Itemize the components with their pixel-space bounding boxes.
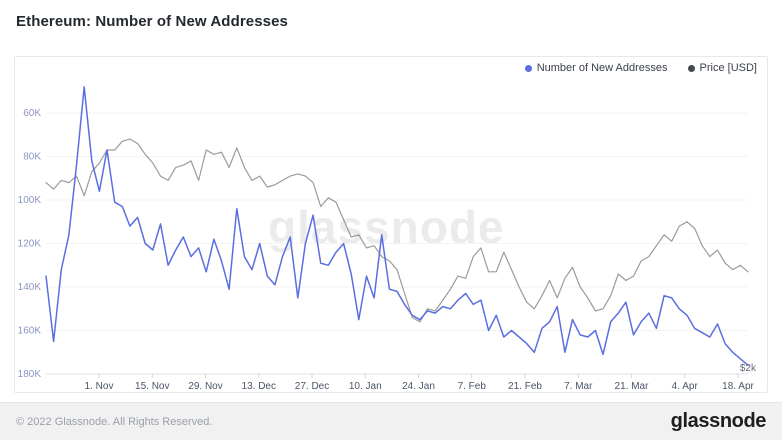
footer: © 2022 Glassnode. All Rights Reserved. g… [0,402,782,440]
x-axis-tick-label: 13. Dec [242,381,276,392]
series-line-new-addresses [45,86,749,367]
x-axis-tick-label: 4. Apr [672,381,699,392]
gridlines [46,112,748,375]
chart-card: Number of New Addresses Price [USD] glas… [14,56,768,393]
x-axis-tick-label: 21. Feb [508,381,542,392]
legend-item-price[interactable]: Price [USD] [687,62,757,74]
x-axis-tick-label: 21. Mar [615,381,650,392]
watermark: glassnode [268,201,505,253]
x-axis-tick-label: 27. Dec [295,381,329,392]
data-series [45,86,749,367]
x-axis-tick-label: 24. Jan [402,381,435,392]
x-axis-tick-label: 29. Nov [188,381,222,392]
legend-label-price: Price [USD] [699,62,757,74]
footer-copyright: © 2022 Glassnode. All Rights Reserved. [16,415,213,428]
y-axis-tick-label: 120K [18,239,42,250]
y-axis-tick-label: 60K [23,108,41,119]
chart-title: Ethereum: Number of New Addresses [16,13,288,30]
chart-canvas[interactable]: 60K 80K 100K 120K 140K 160K 180K 1. Nov 15. Nov 2… [15,57,769,394]
glassnode-logo: glassnode [670,410,767,432]
right-axis-tick-label: $2k [740,363,757,374]
chart-legend: Number of New Addresses Price [USD] [524,62,757,74]
y-axis-tick-label: 160K [18,326,42,337]
y-axis-tick-label: 100K [18,195,42,206]
x-axis-tick-label: 18. Apr [722,381,754,392]
legend-dot-icon [687,64,695,72]
axis-labels: 60K 80K 100K 120K 140K 160K 180K 1. Nov 15. Nov 2… [18,108,755,392]
x-axis-tick-label: 7. Feb [458,381,487,392]
y-axis-tick-label: 180K [18,369,42,380]
x-axis-tick-label: 7. Mar [564,381,593,392]
legend-dot-icon [524,64,532,72]
x-axis-tick-label: 15. Nov [135,381,169,392]
x-axis-tick-label: 10. Jan [349,381,382,392]
series-line-price [45,138,749,323]
y-axis-tick-label: 80K [23,152,41,163]
x-axis-tick-label: 1. Nov [85,381,114,392]
y-axis-tick-label: 140K [18,282,42,293]
legend-label-new-addresses: Number of New Addresses [536,62,668,74]
legend-item-new-addresses[interactable]: Number of New Addresses [524,62,668,74]
